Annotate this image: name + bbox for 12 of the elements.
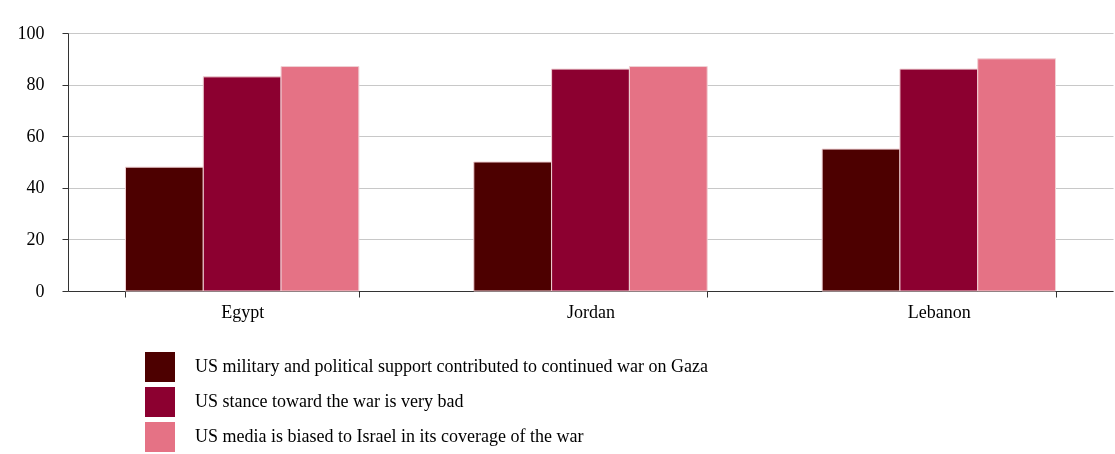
y-tick-label: 40 <box>26 177 45 198</box>
y-tick-label: 60 <box>26 125 45 146</box>
y-tick-label: 80 <box>26 74 45 95</box>
x-tick-label: Jordan <box>567 301 615 322</box>
legend-label: US military and political support contributed to continued war on Gaza <box>195 356 708 376</box>
y-tick-label: 20 <box>26 228 45 249</box>
y-tick-label: 100 <box>17 22 45 43</box>
x-tick-label: Egypt <box>221 301 265 322</box>
legend-label: US stance toward the war is very bad <box>195 391 464 411</box>
x-tick-label: Lebanon <box>907 301 971 322</box>
y-tick-label: 0 <box>35 280 45 301</box>
legend-label: US media is biased to Israel in its coverage of the war <box>195 426 584 446</box>
